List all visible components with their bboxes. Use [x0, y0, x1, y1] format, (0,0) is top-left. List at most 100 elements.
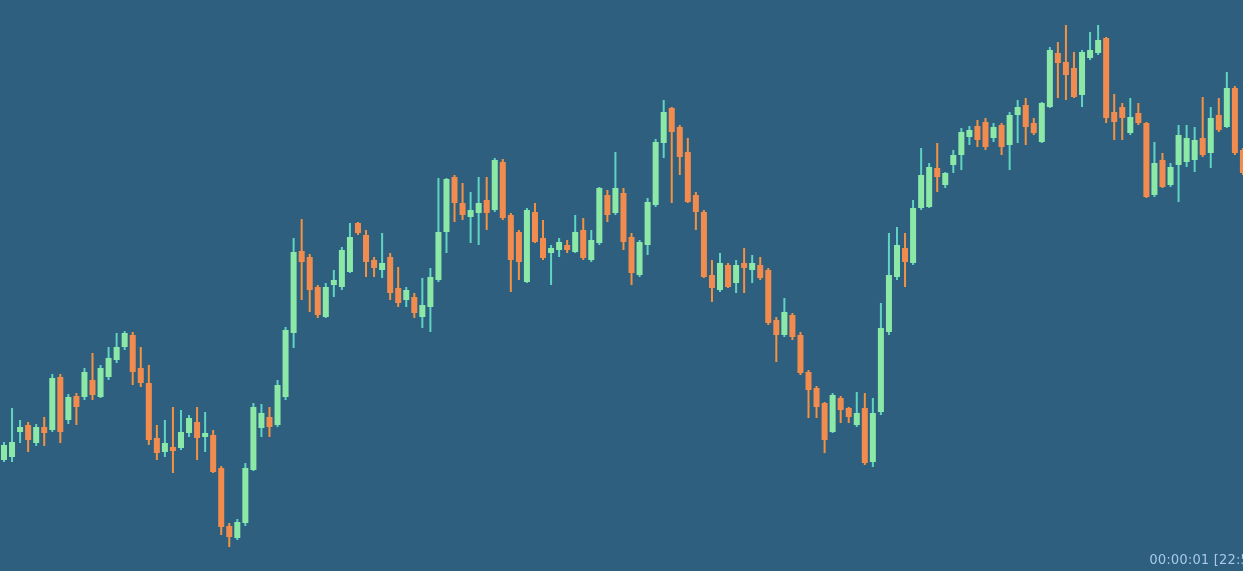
candle-body	[242, 468, 249, 523]
candle-body	[1087, 50, 1094, 58]
candle	[443, 178, 450, 253]
candle	[242, 463, 249, 526]
candle	[379, 233, 386, 278]
candle	[773, 317, 780, 362]
candle	[515, 230, 522, 280]
candle-body	[1030, 123, 1037, 133]
candle-body	[885, 275, 892, 332]
candle-body	[1095, 40, 1102, 53]
candle-body	[910, 208, 917, 263]
candle	[177, 410, 184, 450]
candle	[403, 287, 410, 307]
candle	[306, 254, 313, 312]
candle	[298, 219, 305, 300]
candle-body	[186, 418, 193, 433]
candle	[266, 407, 273, 437]
candle	[1215, 98, 1222, 132]
candle-body	[89, 380, 96, 395]
candle-body	[869, 413, 876, 462]
candle-body	[1103, 38, 1110, 118]
candle	[869, 398, 876, 467]
candle	[1231, 86, 1238, 155]
candle-body	[105, 358, 112, 377]
candle	[564, 240, 571, 253]
candle-body	[258, 413, 265, 428]
candle	[668, 107, 675, 203]
candle	[202, 412, 209, 452]
candle	[1079, 50, 1086, 107]
candle	[813, 386, 820, 418]
candle-body	[121, 333, 128, 347]
candle	[604, 190, 611, 222]
candle-body	[1111, 112, 1118, 122]
candle-body	[1127, 117, 1134, 133]
candle-body	[395, 288, 402, 303]
candle-body	[1175, 135, 1182, 165]
candle-body	[202, 433, 209, 437]
candle	[894, 227, 900, 280]
candle	[363, 230, 370, 277]
candle-body	[338, 250, 345, 287]
candle-body	[934, 168, 941, 177]
candle	[411, 293, 418, 318]
candle	[781, 298, 788, 337]
candle-wick	[204, 412, 207, 452]
candle	[1030, 118, 1037, 135]
candle	[660, 100, 667, 158]
candle	[926, 163, 933, 208]
candle-body	[451, 177, 458, 203]
candle	[523, 208, 530, 283]
candle	[540, 220, 547, 260]
candle-body	[129, 335, 136, 372]
candle-wick	[1201, 97, 1204, 157]
candle-body	[813, 388, 820, 407]
candle-body	[1046, 50, 1053, 107]
candle-wick	[550, 245, 553, 285]
candle	[1223, 72, 1230, 128]
candle-body	[942, 173, 949, 185]
candle	[1127, 98, 1134, 135]
candle	[250, 403, 257, 471]
candle-body	[773, 320, 780, 335]
candle-body	[821, 403, 828, 440]
candle-body	[1167, 167, 1174, 185]
candle	[1207, 107, 1214, 168]
candle-body	[507, 215, 514, 260]
candle-body	[918, 175, 925, 208]
candle-body	[628, 237, 635, 273]
candle-wick	[461, 183, 464, 220]
candle-body	[990, 127, 997, 138]
candle	[580, 218, 587, 260]
candle	[129, 332, 136, 385]
candle	[572, 215, 579, 253]
candle	[121, 331, 128, 350]
candle	[974, 120, 981, 147]
candle-body	[1143, 123, 1150, 197]
candle	[652, 139, 659, 207]
candle-body	[387, 257, 394, 293]
candle-body	[1079, 52, 1086, 95]
candle	[89, 353, 96, 400]
candle-wick	[1121, 103, 1124, 140]
candle	[194, 407, 201, 460]
candle-body	[1119, 107, 1126, 118]
candle-body	[306, 257, 313, 290]
candle-body	[1, 445, 7, 460]
candle	[998, 123, 1005, 155]
candle-body	[1207, 118, 1214, 153]
candle	[1, 442, 7, 462]
candle	[234, 519, 241, 540]
candle-body	[644, 202, 651, 245]
candle	[934, 143, 941, 192]
candle-body	[717, 263, 723, 290]
candle-body	[998, 125, 1005, 147]
candle	[507, 213, 514, 292]
candle	[483, 177, 490, 230]
candle	[41, 417, 48, 446]
candle	[274, 380, 281, 427]
candle	[1103, 37, 1110, 123]
candle-body	[25, 425, 32, 440]
candle	[741, 248, 748, 293]
candle	[1191, 127, 1198, 172]
